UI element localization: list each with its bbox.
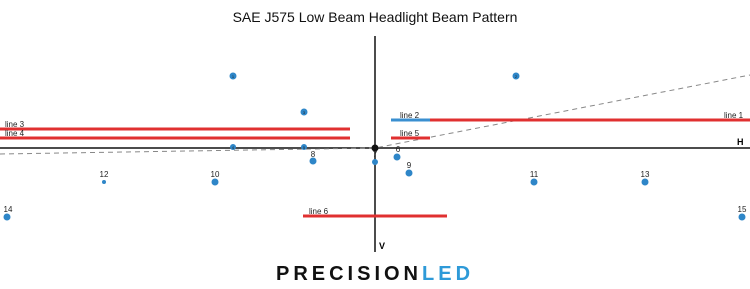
line-label: line 5 — [400, 129, 420, 138]
point — [530, 178, 538, 186]
point-label: 9 — [407, 161, 412, 170]
point-label: 8 — [311, 150, 316, 159]
point-label: 2 — [515, 74, 518, 79]
point — [230, 144, 236, 150]
h-label: H — [737, 137, 744, 147]
line-label: line 2 — [400, 111, 420, 120]
point — [738, 213, 746, 221]
point — [512, 72, 520, 80]
point — [309, 157, 317, 165]
point — [211, 178, 219, 186]
line-label: line 6 — [309, 207, 329, 216]
origin — [371, 144, 379, 152]
point — [300, 108, 308, 116]
logo: PRECISIONLED — [276, 263, 474, 285]
point — [405, 169, 413, 177]
point — [393, 153, 401, 161]
points — [3, 72, 746, 221]
point — [372, 159, 378, 165]
point — [301, 144, 307, 150]
point-label: 1 — [232, 74, 235, 79]
point — [641, 178, 649, 186]
point-label: 10 — [211, 170, 220, 179]
point-label: 12 — [100, 170, 109, 179]
point-label: 5 — [303, 145, 306, 150]
point-label: 14 — [4, 205, 13, 214]
point — [3, 213, 11, 221]
point — [229, 72, 237, 80]
logo-part: LED — [422, 263, 474, 285]
logo-part: PRECISION — [276, 263, 422, 285]
point-label: 3 — [303, 110, 306, 115]
line-label: line 4 — [5, 129, 25, 138]
point-label: 4 — [232, 145, 235, 150]
point-label: 6 — [396, 145, 401, 154]
v-label: V — [379, 241, 385, 251]
point-label: 15 — [738, 205, 747, 214]
title: SAE J575 Low Beam Headlight Beam Pattern — [233, 9, 518, 25]
point-label: 13 — [641, 170, 650, 179]
line-label: line 1 — [724, 111, 744, 120]
point-label: 11 — [530, 170, 539, 179]
point — [102, 180, 106, 184]
line-label: line 3 — [5, 120, 25, 129]
point-label: 7 — [373, 150, 378, 159]
